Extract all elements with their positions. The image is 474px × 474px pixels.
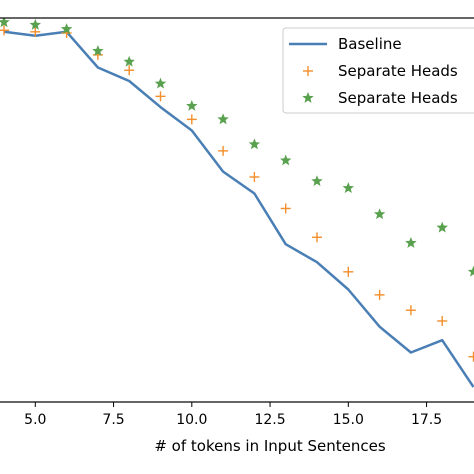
plot-frame xyxy=(0,17,474,403)
legend-box xyxy=(282,27,474,114)
x-tick-label: 7.5 xyxy=(102,412,124,428)
data-point-plus xyxy=(374,289,385,300)
data-point-star xyxy=(29,18,42,30)
data-point-star xyxy=(373,208,386,220)
data-point-plus xyxy=(186,114,197,125)
data-point-star xyxy=(467,265,474,277)
data-point-star xyxy=(405,237,417,248)
x-tick-label: 12.5 xyxy=(254,412,285,428)
data-point-star xyxy=(279,154,292,166)
data-point-plus xyxy=(343,266,354,277)
data-point-star xyxy=(311,175,323,187)
x-axis-ticks: 5.0 7.5 10.0 12.5 15.0 17.5 xyxy=(24,402,442,428)
data-point-plus xyxy=(405,305,416,316)
data-point-plus xyxy=(280,203,291,214)
data-point-plus xyxy=(0,25,9,36)
legend-label-baseline: Baseline xyxy=(338,35,402,53)
legend: Baseline Separate Heads Separate Heads xyxy=(282,27,474,114)
data-point-star xyxy=(342,182,355,193)
legend-swatch-plus xyxy=(303,66,313,76)
chart-marks xyxy=(0,18,474,388)
data-point-plus xyxy=(30,26,41,37)
data-point-star xyxy=(248,138,261,150)
series-line-baseline xyxy=(3,30,474,388)
x-tick-label: 17.5 xyxy=(411,412,442,428)
data-point-star xyxy=(436,221,448,233)
x-axis-label: # of tokens in Input Sentences xyxy=(154,437,385,455)
legend-label-separate-heads-plus: Separate Heads xyxy=(338,62,458,80)
legend-swatch-star xyxy=(302,92,314,103)
x-tick-label: 15.0 xyxy=(333,412,364,428)
legend-label-separate-heads-star: Separate Heads xyxy=(338,89,458,107)
x-tick-label: 5.0 xyxy=(24,412,46,428)
data-point-star xyxy=(0,18,10,28)
data-point-star xyxy=(217,113,229,125)
data-point-plus xyxy=(437,315,448,326)
data-point-star xyxy=(60,23,73,34)
legend-plus-marker xyxy=(303,66,313,76)
data-point-plus xyxy=(124,65,135,76)
data-point-star xyxy=(123,55,135,67)
data-point-star xyxy=(154,77,167,89)
data-point-plus xyxy=(312,232,322,243)
data-point-star xyxy=(186,99,198,111)
plot-area xyxy=(0,18,474,388)
data-point-plus xyxy=(249,171,260,182)
data-point-plus xyxy=(155,91,166,102)
data-point-star xyxy=(92,45,104,56)
data-point-plus xyxy=(218,145,229,156)
data-point-plus xyxy=(468,351,474,362)
x-tick-label: 10.0 xyxy=(176,412,207,428)
legend-star-marker xyxy=(302,92,314,103)
